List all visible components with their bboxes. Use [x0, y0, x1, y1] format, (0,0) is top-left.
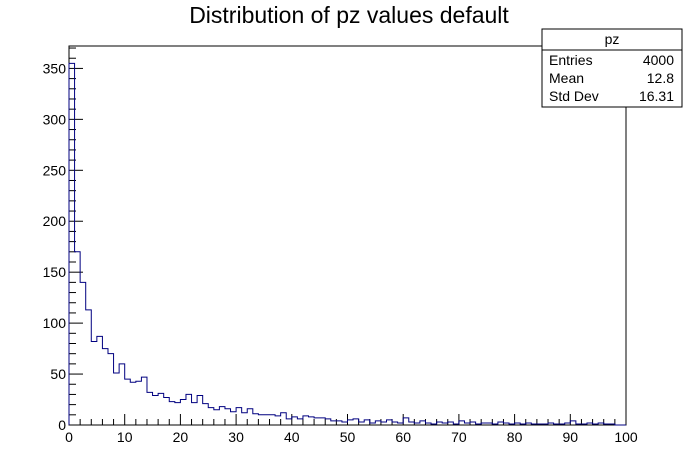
y-axis: 0 50 100 150 200 250 300 350 — [43, 47, 83, 433]
y-tick-label: 250 — [43, 162, 67, 178]
x-tick-label: 0 — [65, 429, 73, 445]
x-tick-label: 80 — [507, 429, 523, 445]
chart-title: Distribution of pz values default — [189, 2, 509, 28]
x-tick-label: 10 — [117, 429, 133, 445]
histogram-series — [68, 62, 626, 426]
y-tick-label: 200 — [43, 213, 67, 229]
x-tick-label: 30 — [228, 429, 244, 445]
y-tick-label: 300 — [43, 111, 67, 127]
stats-box-name: pz — [605, 31, 620, 47]
y-tick-label: 150 — [43, 264, 67, 280]
stats-stddev-value: 16.31 — [639, 88, 674, 104]
stats-entries-label: Entries — [549, 52, 593, 68]
x-axis: 0 10 20 30 40 50 60 70 80 90 100 — [65, 414, 638, 445]
y-tick-label: 100 — [43, 315, 67, 331]
y-tick-label: 50 — [50, 366, 66, 382]
stats-stddev-label: Std Dev — [549, 88, 599, 104]
y-tick-label: 350 — [43, 60, 67, 76]
y-tick-label: 0 — [58, 417, 66, 433]
x-tick-label: 60 — [395, 429, 411, 445]
x-tick-label: 90 — [563, 429, 579, 445]
x-tick-label: 40 — [284, 429, 300, 445]
x-tick-label: 100 — [614, 429, 638, 445]
x-tick-label: 70 — [451, 429, 467, 445]
stats-box-frame — [541, 28, 683, 108]
stats-mean-value: 12.8 — [647, 70, 674, 86]
x-tick-label: 20 — [173, 429, 189, 445]
stats-mean-label: Mean — [549, 70, 584, 86]
stats-box: pz Entries 4000 Mean 12.8 Std Dev 16.31 — [541, 28, 683, 108]
stats-entries-value: 4000 — [643, 52, 674, 68]
x-tick-label: 50 — [340, 429, 356, 445]
